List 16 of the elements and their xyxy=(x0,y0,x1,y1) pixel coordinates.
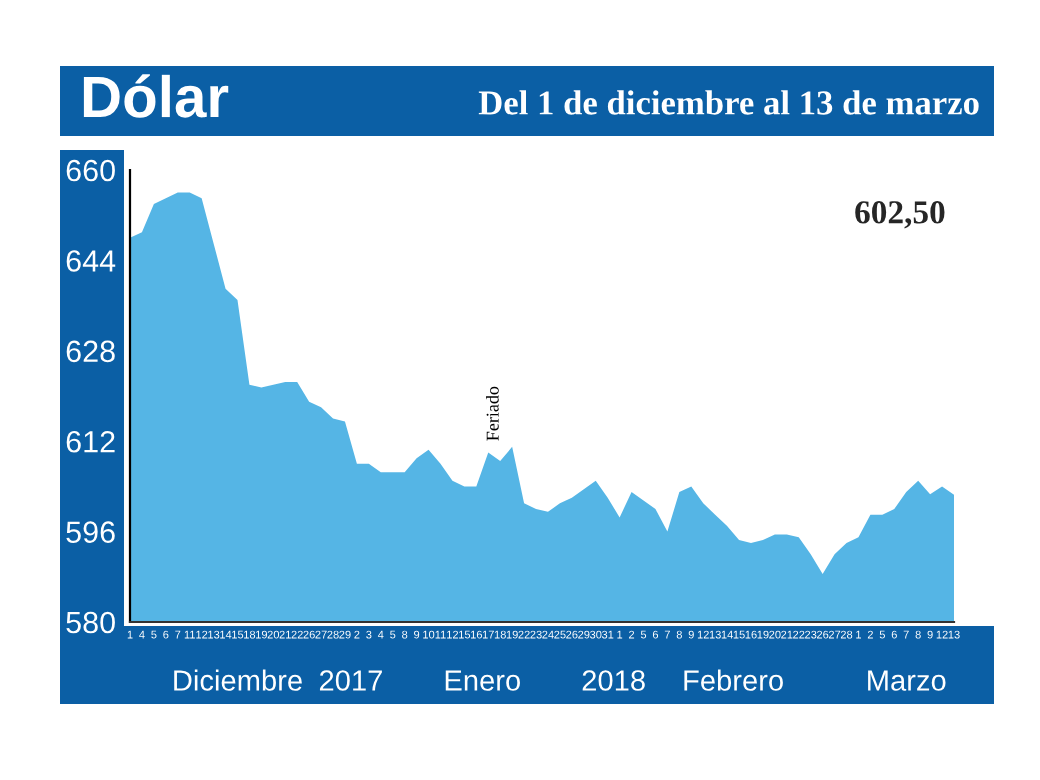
text: 2018 xyxy=(582,670,645,691)
chart-subtitle: Del 1 de diciembre al 13 de marzo xyxy=(478,90,979,115)
text: 2017 xyxy=(319,670,382,691)
text: Diciembre xyxy=(174,669,302,691)
text: Febrero xyxy=(684,669,783,691)
text: Marzo xyxy=(868,670,946,691)
y-tick-label: 580 xyxy=(66,611,115,634)
chart-title: Dólar xyxy=(83,74,229,118)
text: Enero xyxy=(445,670,520,691)
y-tick-label: 612 xyxy=(66,430,115,453)
y-tick-label: 644 xyxy=(66,250,116,272)
y-tick-label: 660 xyxy=(66,159,115,182)
annotation: 602,50 xyxy=(855,201,945,229)
y-tick-label: 596 xyxy=(66,521,115,543)
annotation: Feriado xyxy=(486,386,499,441)
y-tick-label: 628 xyxy=(66,340,115,363)
